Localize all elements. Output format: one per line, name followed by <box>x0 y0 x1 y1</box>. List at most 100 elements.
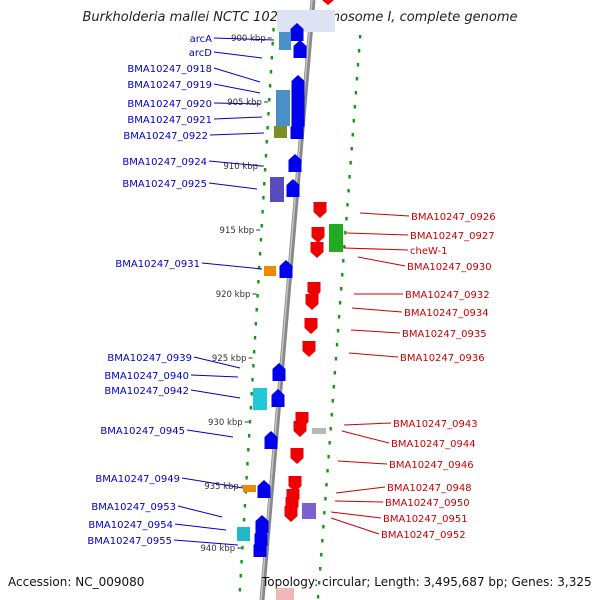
forward-gene-arrow <box>291 86 305 104</box>
right-gene-label: BMA10247_0927 <box>410 231 495 242</box>
gene-feature-block <box>243 485 256 492</box>
position-tick-label: 925 kbp <box>212 354 247 364</box>
left-dotted-line-segment <box>258 266 261 270</box>
right-label-leader <box>348 352 399 358</box>
left-label-leader <box>190 389 241 399</box>
left-gene-label: arcD <box>189 48 213 59</box>
reverse-gene-arrow <box>305 294 319 310</box>
right-label-leader <box>330 517 380 535</box>
left-label-leader <box>177 505 223 518</box>
right-label-leader <box>357 256 406 267</box>
left-label-leader <box>181 477 244 489</box>
reverse-gene-arrow <box>288 476 302 492</box>
forward-gene-arrow <box>288 154 302 172</box>
reverse-gene-arrow <box>322 0 334 5</box>
left-dotted-line-segment <box>252 364 255 368</box>
forward-gene-arrow <box>257 480 271 498</box>
right-dotted-line-segment <box>332 385 336 389</box>
left-gene-label: BMA10247_0953 <box>91 502 176 513</box>
left-dotted-line-segment <box>248 420 252 424</box>
left-label-leader <box>213 37 275 41</box>
left-dotted-line-segment <box>242 518 246 522</box>
left-gene-label: BMA10247_0949 <box>95 474 180 485</box>
left-dotted-line-segment <box>241 546 244 550</box>
right-dotted-line-segment <box>348 175 351 179</box>
position-tick-label: 905 kbp <box>227 98 262 108</box>
right-dotted-line-segment <box>353 105 357 109</box>
gene-feature-block <box>329 224 343 252</box>
right-dotted-line-segment <box>343 245 346 249</box>
right-gene-label: cheW-1 <box>410 246 447 257</box>
right-gene-label: BMA10247_0946 <box>389 460 474 471</box>
right-dotted-line-segment <box>342 259 345 263</box>
left-dotted-line-segment <box>246 462 249 466</box>
left-dotted-line-segment <box>250 392 253 396</box>
left-dotted-line-segment <box>263 168 267 172</box>
forward-gene-arrow <box>291 75 305 93</box>
right-dotted-line-segment <box>329 427 332 431</box>
right-dotted-line-segment <box>323 511 326 515</box>
right-label-leader <box>343 422 392 426</box>
left-gene-label: BMA10247_0940 <box>104 371 189 382</box>
reverse-gene-arrow <box>310 242 324 258</box>
right-dotted-line-segment <box>333 371 337 375</box>
left-label-leader <box>173 539 239 546</box>
right-gene-label: BMA10247_0951 <box>383 514 468 525</box>
genome-summary-text: Topology: circular; Length: 3,495,687 bp… <box>262 575 592 589</box>
left-dotted-line-segment <box>259 238 263 242</box>
accession-text: Accession: NC_009080 <box>8 575 145 589</box>
left-label-leader <box>213 116 263 120</box>
left-dotted-line-segment <box>272 28 275 32</box>
left-dotted-line-segment <box>263 182 266 186</box>
right-label-leader <box>359 212 410 217</box>
right-dotted-line-segment <box>350 147 353 151</box>
reverse-gene-arrow <box>304 318 318 334</box>
left-dotted-line-segment <box>251 378 254 382</box>
right-dotted-line-segment <box>357 49 361 53</box>
right-dotted-line-segment <box>354 91 358 95</box>
left-dotted-line-segment <box>255 308 258 312</box>
left-dotted-line-segment <box>240 560 243 564</box>
left-gene-label: BMA10247_0925 <box>122 179 207 190</box>
right-label-leader <box>337 460 388 465</box>
right-gene-label: BMA10247_0936 <box>400 353 485 364</box>
left-gene-label: BMA10247_0919 <box>127 80 212 91</box>
forward-gene-arrow <box>279 260 293 278</box>
left-gene-label: BMA10247_0939 <box>107 353 192 364</box>
gene-feature-block <box>253 388 267 410</box>
left-label-leader <box>209 132 265 136</box>
left-gene-label: BMA10247_0945 <box>100 426 185 437</box>
left-dotted-line-segment <box>257 280 260 284</box>
right-dotted-line-segment <box>358 35 362 39</box>
right-dotted-line-segment <box>347 189 350 193</box>
faded-top-region <box>277 10 335 32</box>
right-dotted-line-segment <box>325 483 328 487</box>
left-dotted-line-segment <box>267 112 270 116</box>
reverse-gene-arrow <box>311 227 325 243</box>
left-label-leader <box>193 356 241 369</box>
left-gene-label: BMA10247_0922 <box>123 131 208 142</box>
right-dotted-line-segment <box>317 581 321 585</box>
forward-gene-arrow <box>290 23 304 41</box>
gene-feature-block <box>270 177 284 202</box>
left-label-leader <box>213 67 261 83</box>
left-gene-label: arcA <box>190 34 213 45</box>
right-gene-label: BMA10247_0943 <box>393 419 478 430</box>
left-label-leader <box>213 102 261 105</box>
left-dotted-line-segment <box>268 84 272 88</box>
left-label-leader <box>201 262 263 270</box>
forward-gene-arrow <box>264 431 278 449</box>
left-dotted-line-segment <box>239 574 242 578</box>
right-label-leader <box>341 430 390 444</box>
left-gene-label: BMA10247_0920 <box>127 99 212 110</box>
left-dotted-line-segment <box>270 56 274 60</box>
forward-gene-arrow <box>290 121 304 139</box>
right-dotted-line-segment <box>349 161 352 165</box>
right-dotted-line-segment <box>316 595 320 599</box>
position-tick-label: 935 kbp <box>204 482 239 492</box>
left-label-leader <box>208 182 258 190</box>
left-dotted-line-segment <box>256 294 259 298</box>
left-dotted-line-segment <box>262 196 265 200</box>
right-dotted-line-segment <box>334 357 338 361</box>
position-tick-label: 920 kbp <box>216 290 251 300</box>
